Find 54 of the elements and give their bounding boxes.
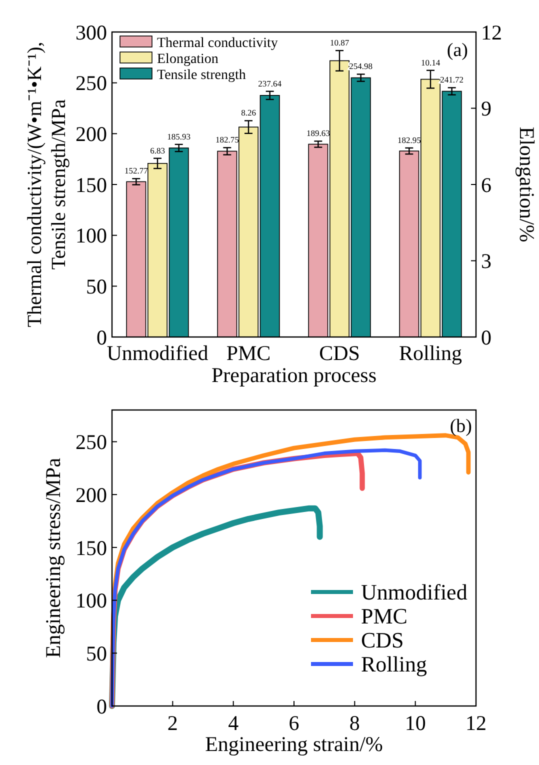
y2-tick-label: 6 — [481, 172, 492, 197]
x-axis-title: Engineering strain/% — [205, 732, 383, 756]
data-label: 152.77 — [124, 166, 148, 176]
data-label: 241.72 — [440, 74, 464, 85]
y2-axis-title: Elongation/% — [515, 126, 539, 242]
x-tick-label: 8 — [349, 711, 360, 735]
data-label: 182.95 — [397, 134, 421, 145]
y-tick-label: 0 — [96, 694, 107, 718]
legend-label: Thermal conductivity — [157, 36, 278, 51]
x-tick-label: CDS — [319, 341, 360, 365]
legend-label: Rolling — [361, 652, 428, 677]
y2-tick-label: 3 — [481, 249, 492, 274]
x-tick-label: 2 — [167, 711, 178, 735]
y-tick-label: 150 — [76, 172, 107, 197]
y-tick-label: 200 — [76, 122, 107, 146]
data-label: 185.93 — [167, 131, 191, 142]
data-label: 6.83 — [150, 145, 165, 156]
annotation: (a) — [446, 40, 468, 61]
legend-label: Unmodified — [361, 580, 468, 605]
y-tick-label: 150 — [76, 536, 107, 560]
x-tick-label: Rolling — [398, 341, 462, 365]
x-tick-label: 4 — [228, 711, 240, 735]
data-label: 8.26 — [241, 108, 256, 118]
data-label: 237.64 — [258, 78, 282, 88]
x-tick-label: Unmodified — [106, 341, 209, 365]
y-tick-label: 50 — [86, 641, 107, 666]
y-tick-label: 200 — [76, 482, 107, 507]
y-tick-label: 250 — [76, 430, 107, 454]
data-label: 189.63 — [306, 128, 330, 138]
y-tick-label: 50 — [86, 274, 107, 299]
data-label: 10.87 — [330, 38, 350, 48]
data-label: 10.14 — [420, 57, 441, 68]
legend-label: PMC — [361, 604, 408, 629]
data-label: 182.75 — [215, 134, 239, 145]
y-tick-label: 300 — [76, 20, 107, 44]
y-tick-label: 100 — [76, 224, 107, 248]
legend-label: Tensile strength — [157, 68, 246, 83]
y2-tick-label: 9 — [481, 96, 492, 121]
annotation: (b) — [450, 416, 472, 437]
y-tick-label: 250 — [76, 71, 107, 96]
y2-tick-label: 0 — [481, 325, 492, 350]
y-tick-label: 100 — [76, 588, 107, 613]
y-tick-label: 0 — [96, 325, 107, 350]
y-axis-title: Engineering stress/MPa — [41, 457, 65, 658]
data-label: 254.98 — [349, 61, 373, 72]
y2-tick-label: 12 — [481, 20, 502, 44]
legend-label: Elongation — [157, 52, 218, 67]
x-tick-label: 10 — [404, 711, 426, 735]
x-tick-label: 12 — [466, 711, 486, 735]
x-axis-title: Preparation process — [211, 363, 377, 387]
legend-label: CDS — [361, 628, 404, 653]
y-axis-title: Thermal conductivity/(W•m⁻¹•K⁻¹), Tensile strength/MPa — [24, 42, 70, 328]
x-tick-label: PMC — [226, 341, 271, 365]
x-tick-label: 6 — [288, 711, 300, 735]
